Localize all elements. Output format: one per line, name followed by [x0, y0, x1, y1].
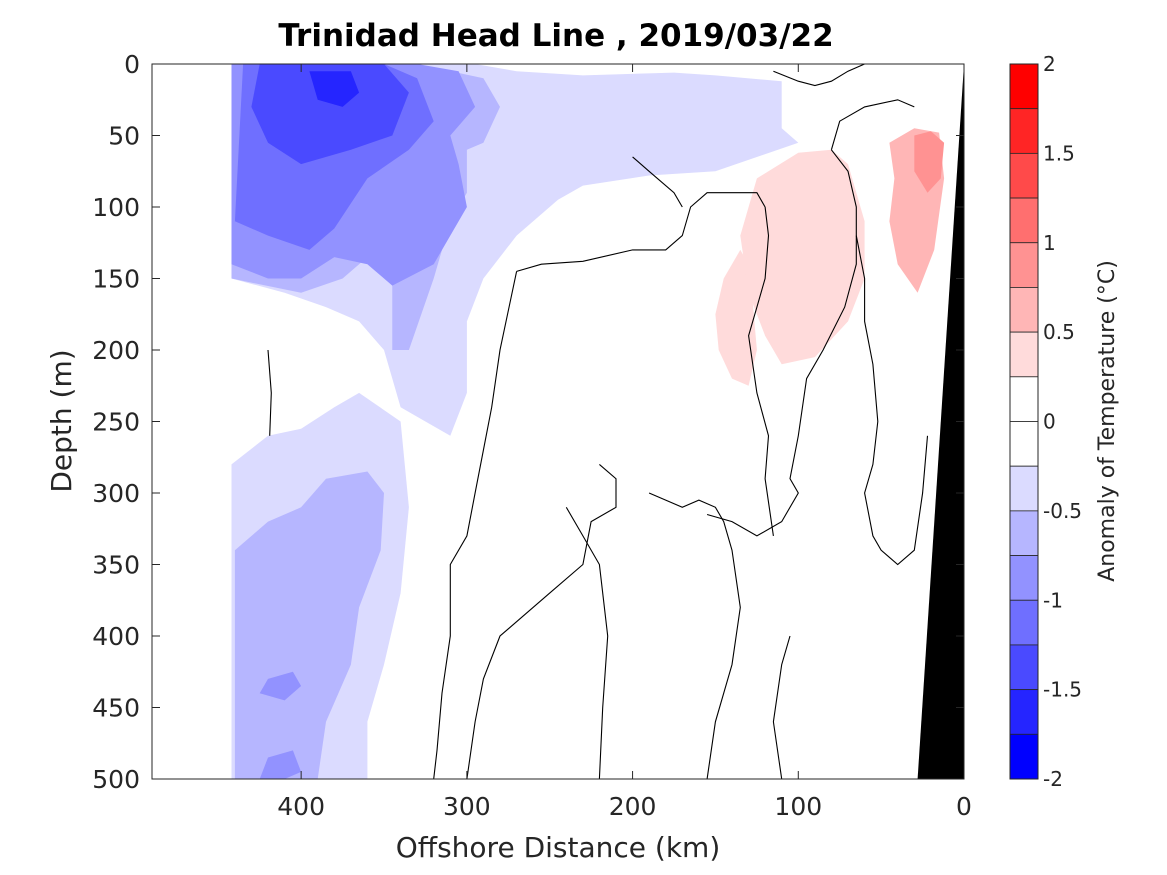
colorbar-swatch: [1009, 331, 1039, 378]
colorbar-swatch: [1009, 689, 1039, 735]
x-tick-label: 400: [277, 792, 325, 821]
y-tick-label: 150: [92, 265, 140, 294]
region-shelf-warm-inner: [914, 131, 945, 193]
colorbar-swatch: [1009, 465, 1039, 512]
colorbar-swatch: [1009, 108, 1039, 154]
contour-line-4: [748, 206, 774, 536]
region-lower-cold-core: [234, 471, 384, 779]
region-lower-cold-bottom: [259, 750, 302, 779]
x-tick-label: 0: [956, 792, 972, 821]
y-tick-label: 100: [92, 193, 140, 222]
colorbar-tick-label: 2: [1043, 52, 1056, 76]
colorbar-frame: [1009, 63, 1039, 780]
colorbar-swatch: [1009, 599, 1039, 646]
colorbar-tick-label: 1: [1043, 231, 1056, 255]
contour-line-5: [433, 271, 518, 779]
x-tick-label: 100: [774, 792, 822, 821]
colorbar-swatch: [1009, 555, 1039, 601]
y-axis: 0 50 100 150 200 250 300 350 400 450 500: [92, 50, 964, 794]
colorbar-swatch: [1009, 421, 1039, 467]
colorbar-swatch: [1009, 197, 1039, 244]
contour-line-3: [516, 192, 766, 272]
chart-title: Trinidad Head Line , 2019/03/22: [278, 18, 833, 54]
y-tick-label: 200: [92, 336, 140, 365]
colorbar-swatch: [1009, 510, 1039, 556]
contour-line-10: [648, 492, 741, 779]
y-tick-label: 300: [92, 479, 140, 508]
y-axis-label: Depth (m): [45, 349, 78, 492]
colorbar-swatch: [1009, 644, 1039, 691]
colorbar-swatch: [1009, 376, 1039, 422]
land-mask: [917, 64, 964, 779]
colorbar-tick-label: -0.5: [1043, 499, 1082, 523]
colorbar-tick-label: 1.5: [1043, 141, 1075, 165]
region-shelf-warm-patch: [740, 149, 865, 365]
x-tick-label: 300: [443, 792, 491, 821]
colorbar-tick-label: 0: [1043, 410, 1056, 434]
region-mid-warm-patch: [715, 249, 757, 386]
x-axis: 400 300 200 100 0: [277, 64, 972, 821]
colorbar-swatch: [1009, 287, 1039, 333]
contour-line-2: [632, 156, 683, 208]
x-tick-label: 200: [609, 792, 657, 821]
y-tick-label: 500: [92, 765, 140, 794]
y-tick-label: 400: [92, 622, 140, 651]
colorbar-swatch: [1009, 63, 1039, 110]
contour-line-7: [267, 349, 272, 436]
contour-line-1: [706, 149, 857, 537]
colorbar: 2 1.5 1 0.5 0 -0.5 -1 -1.5 -2: [1009, 52, 1082, 791]
anomaly-regions: [231, 64, 945, 779]
contour-line-9: [830, 99, 915, 150]
region-upper-cold-strong: [251, 64, 409, 165]
colorbar-swatch: [1009, 733, 1039, 780]
contour-line-12: [772, 635, 791, 779]
colorbar-label: Anomaly of Temperature (°C): [1095, 260, 1120, 582]
colorbar-tick-label: 0.5: [1043, 320, 1075, 344]
colorbar-swatch: [1009, 152, 1039, 199]
colorbar-tick-label: -2: [1043, 767, 1063, 791]
colorbar-swatch: [1009, 242, 1039, 288]
y-tick-label: 450: [92, 694, 140, 723]
y-tick-label: 0: [124, 50, 140, 79]
zero-contour-lines: [267, 64, 929, 779]
y-tick-label: 50: [108, 122, 140, 151]
x-axis-label: Offshore Distance (km): [396, 831, 721, 864]
contour-line-6: [466, 463, 617, 779]
contour-line-8: [855, 235, 929, 566]
colorbar-tick-label: -1: [1043, 588, 1063, 612]
colorbar-tick-label: -1.5: [1043, 678, 1082, 702]
y-tick-label: 250: [92, 408, 140, 437]
land-bathymetry: [917, 64, 964, 779]
region-upper-cold-max: [309, 71, 360, 107]
plot-area: [151, 63, 965, 780]
contour-line-0: [773, 64, 865, 87]
region-lower-cold-inner: [259, 671, 302, 701]
y-tick-label: 350: [92, 551, 140, 580]
contour-line-11: [565, 507, 609, 779]
